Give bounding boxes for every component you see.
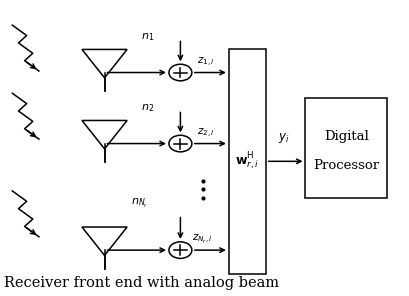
Text: Processor: Processor <box>312 159 379 172</box>
Text: Digital: Digital <box>323 130 368 143</box>
Bar <box>228 49 265 274</box>
Text: $z_{2,i}$: $z_{2,i}$ <box>196 127 214 140</box>
Text: $n_2$: $n_2$ <box>141 102 154 114</box>
Text: Receiver front end with analog beam: Receiver front end with analog beam <box>4 276 279 290</box>
Text: $z_{N_r,i}$: $z_{N_r,i}$ <box>191 233 212 246</box>
Text: $n_{N_r}$: $n_{N_r}$ <box>131 197 148 210</box>
Text: $y_i$: $y_i$ <box>277 131 289 145</box>
Text: $z_{1,i}$: $z_{1,i}$ <box>196 56 214 69</box>
Text: $n_1$: $n_1$ <box>141 31 154 43</box>
Text: $\mathbf{w}_{r,i}^{\mathrm{H}}$: $\mathbf{w}_{r,i}^{\mathrm{H}}$ <box>235 151 258 172</box>
Bar <box>305 98 387 198</box>
